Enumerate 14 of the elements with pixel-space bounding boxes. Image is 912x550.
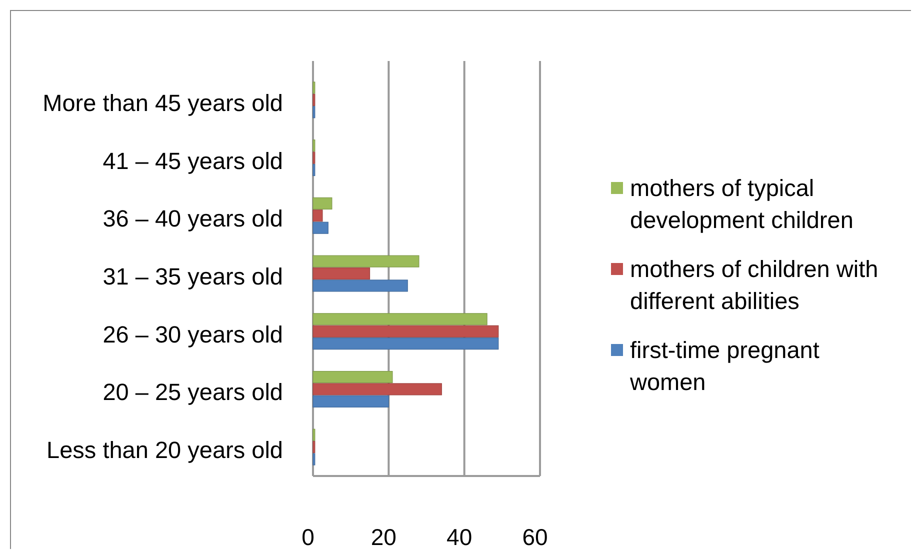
legend-label: first-time pregnant women bbox=[629, 337, 820, 395]
y-tick-label: 31 – 35 years old bbox=[102, 264, 283, 290]
x-tick-label: 60 bbox=[522, 524, 548, 550]
y-tick-label: More than 45 years old bbox=[42, 90, 283, 116]
x-tick-label: 0 bbox=[302, 524, 314, 550]
y-tick-label: 26 – 30 years old bbox=[102, 321, 283, 348]
x-tick-label: 20 bbox=[370, 524, 396, 550]
legend-label: mothers of children with different abilities bbox=[630, 256, 878, 314]
y-tick-label: 20 – 25 years old bbox=[102, 379, 283, 406]
y-tick-label: Less than 20 years old bbox=[46, 437, 283, 464]
y-tick-label: 41 – 45 years old bbox=[102, 148, 283, 174]
x-tick-label: 40 bbox=[446, 524, 472, 550]
legend-label: mothers of typical development children bbox=[630, 175, 854, 233]
y-tick-label: 36 – 40 years old bbox=[102, 206, 283, 232]
